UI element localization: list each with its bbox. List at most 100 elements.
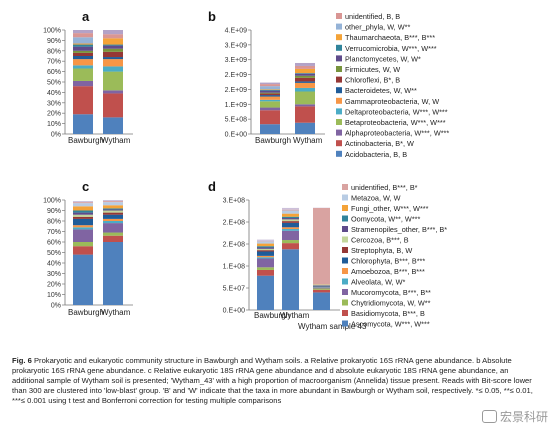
bar-segment (295, 68, 315, 74)
bar-segment (103, 45, 123, 49)
legend-label: unidentified, B, B (345, 12, 400, 21)
bar-segment (282, 209, 299, 211)
bar-segment (313, 289, 330, 293)
caption-text: Prokaryotic and eukaryotic community str… (12, 356, 533, 405)
y-tick-label: 2.E+09 (225, 87, 247, 94)
bar-segment (103, 34, 123, 39)
bar-segment (73, 216, 93, 219)
bar-segment (103, 200, 123, 202)
legend-label: unidentified, B***, B* (351, 183, 418, 192)
bar-segment (103, 59, 123, 67)
legend-swatch (342, 226, 348, 232)
bar-segment (260, 82, 280, 85)
legend-label: Stramenopiles_other, B***, B* (351, 225, 447, 234)
legend-swatch (342, 247, 348, 253)
legend-label: Alveolata, W, W* (351, 278, 405, 287)
legend-label: Cercozoa, B***, B (351, 236, 409, 245)
bar-segment (103, 208, 123, 210)
legend-label: Verrucomicrobia, W***, W*** (345, 44, 437, 53)
bar-segment (73, 43, 93, 45)
wechat-icon (481, 410, 497, 423)
bar-segment (257, 243, 274, 247)
y-tick-label: 100% (43, 28, 61, 35)
bar-segment (103, 48, 123, 52)
legend-label: Chytridiomycota, W, W** (351, 299, 431, 308)
bar-segment (282, 240, 299, 244)
legend-swatch (336, 119, 342, 125)
bar-segment (73, 227, 93, 230)
caption-lead: Fig. 6 (12, 356, 32, 365)
bar-segment (73, 30, 93, 34)
legend-label: Deltaproteobacteria, W***, W*** (345, 107, 448, 116)
x-tick-label: Bawburgh (254, 311, 290, 320)
bar-segment (103, 44, 123, 46)
bar-segment (73, 203, 93, 207)
legend-swatch (336, 23, 342, 30)
bar-segment (73, 225, 93, 228)
bar-segment (103, 223, 123, 233)
legend-label: Betaproteobacteria, W***, W*** (345, 118, 446, 127)
bar-segment (313, 207, 330, 285)
bar-segment (257, 267, 274, 270)
legend-swatch (336, 34, 342, 41)
bar-segment (73, 210, 93, 213)
bar-segment (103, 205, 123, 209)
bar-segment (260, 110, 280, 125)
y-tick-label: 20% (47, 282, 61, 289)
bar-segment (282, 218, 299, 220)
y-tick-label: 5.E+08 (225, 117, 247, 124)
bar-segment (73, 56, 93, 60)
bar-segment (103, 210, 123, 213)
y-tick-label: 30% (47, 100, 61, 107)
bar-segment (313, 287, 330, 289)
bar-segment (282, 207, 299, 210)
bar-segment (103, 201, 123, 203)
bar-segment (295, 65, 315, 69)
y-tick-label: 90% (47, 208, 61, 215)
figure-caption: Fig. 6 Prokaryotic and eukaryotic commun… (12, 356, 537, 406)
legend-swatch (342, 289, 348, 295)
legend-label: Mucoromycota, B***, B** (351, 288, 431, 297)
bar-segment (103, 218, 123, 221)
bar-segment (282, 213, 299, 217)
bar-segment (282, 222, 299, 228)
bar-segment (295, 81, 315, 83)
bar-segment (73, 50, 93, 53)
bar-segment (260, 92, 280, 94)
x-tick-label: Wytham (280, 311, 310, 320)
y-tick-label: 70% (47, 59, 61, 66)
x-tick-label: Bawburgh (255, 136, 291, 145)
bar-segment (73, 68, 93, 81)
bar-segment (295, 75, 315, 78)
legend-label: Alphaproteobacteria, W***, W*** (345, 129, 449, 138)
legend-label: Oomycota, W**, W*** (351, 215, 420, 224)
y-tick-label: 80% (47, 48, 61, 55)
bar-segment (295, 62, 315, 66)
bar-segment (103, 38, 123, 45)
panel-letter-d: d (208, 179, 216, 194)
bar-segment (73, 218, 93, 226)
bar-segment (103, 242, 123, 305)
bar-segment (260, 96, 280, 100)
y-tick-label: 0% (51, 303, 61, 310)
bar-segment (295, 82, 315, 88)
bar-segment (73, 65, 93, 69)
x-tick-label: Wytham (101, 136, 131, 145)
y-tick-label: 20% (47, 111, 61, 118)
legend-label: Chloroflexi, B*, B (345, 76, 400, 85)
legend-swatch (336, 140, 342, 147)
legend-swatch (342, 215, 348, 222)
x-tick-label: Bawburgh (68, 308, 104, 317)
bar-segment (103, 93, 123, 118)
bar-segment (295, 106, 315, 123)
legend-swatch (342, 184, 348, 190)
bar-segment (313, 292, 330, 310)
y-tick-label: 60% (47, 69, 61, 76)
bar-segment (103, 202, 123, 206)
legend-swatch (342, 278, 348, 285)
bar-segment (73, 202, 93, 204)
bar-segment (260, 89, 280, 91)
y-tick-label: 5.E+07 (223, 286, 245, 293)
panel-letter-b: b (208, 9, 216, 24)
legend-swatch (342, 320, 348, 327)
